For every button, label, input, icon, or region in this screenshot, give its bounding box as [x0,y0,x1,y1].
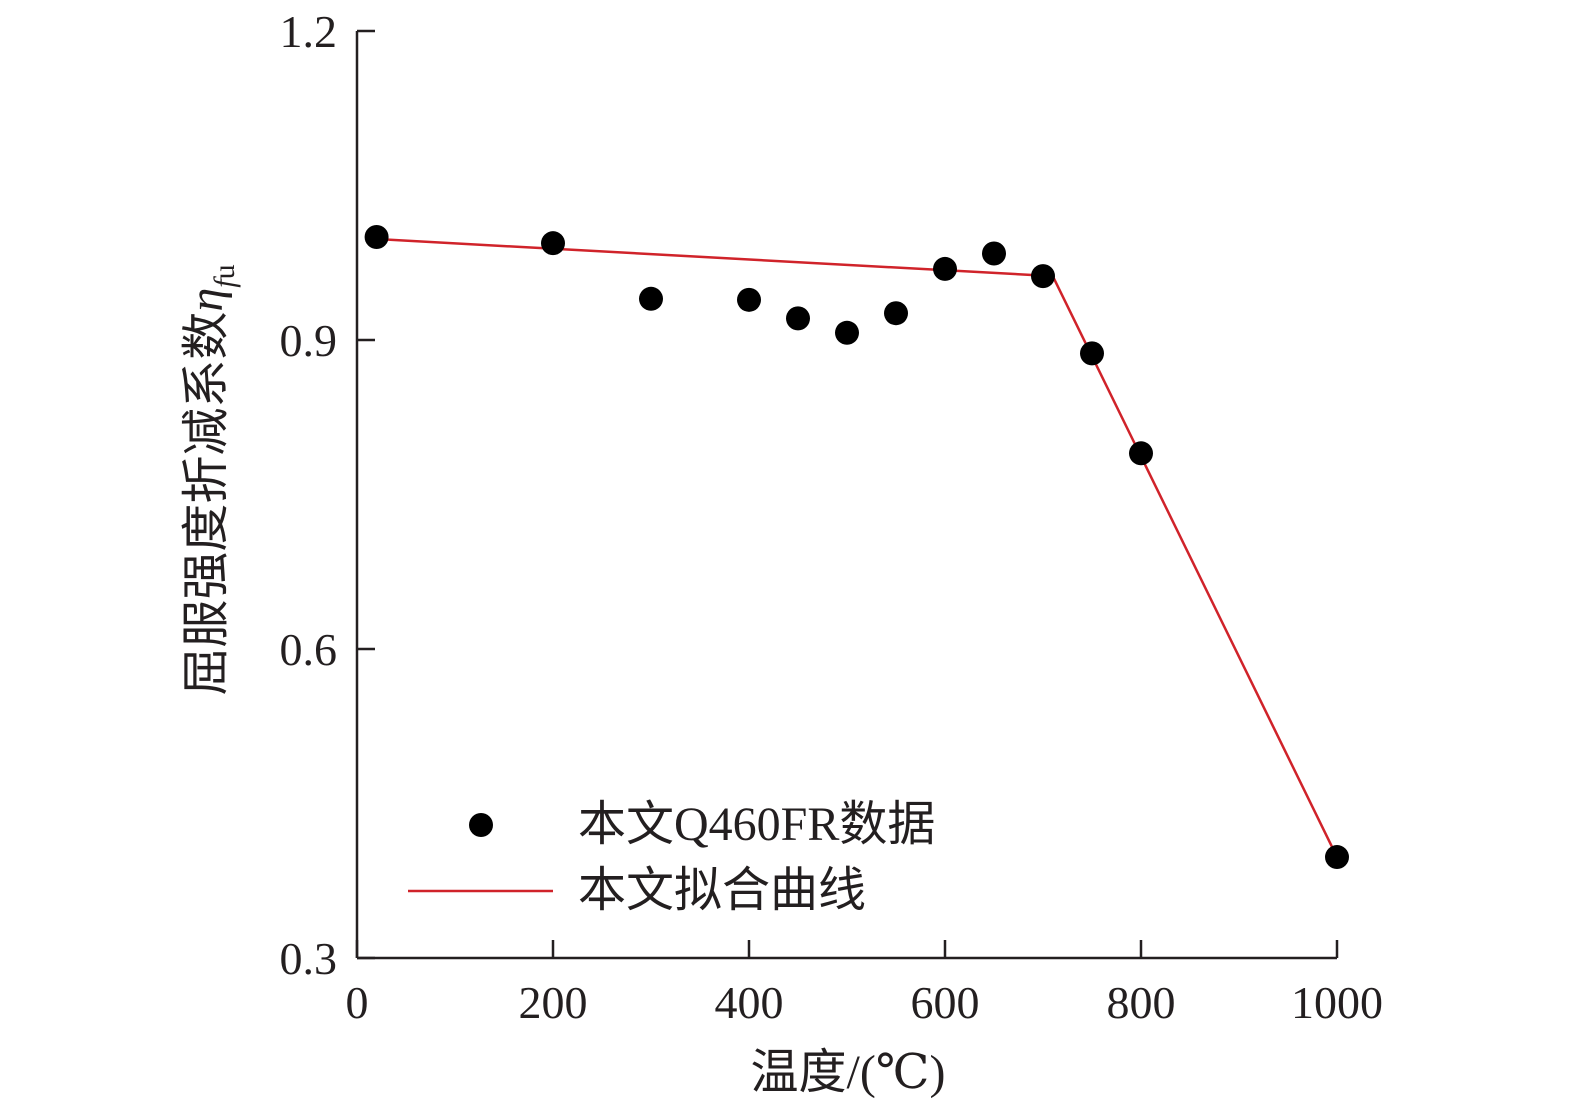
legend: 本文Q460FR数据 本文拟合曲线 [408,798,935,917]
y-axis-title-subscript2: u [208,264,241,279]
axes: 0 200 400 600 800 1000 0.3 0.6 0.9 1.2 [280,6,1384,1028]
data-point [1325,845,1349,870]
data-point [835,320,859,345]
data-point [364,225,389,249]
y-axis-title: 屈服强度折减系数ηfu [180,264,241,695]
y-tick-label: 0.3 [280,933,338,984]
data-point [1080,341,1104,366]
y-tick-label: 0.9 [280,315,338,366]
x-tick-label: 400 [715,977,784,1028]
x-tick-label: 200 [519,977,588,1028]
data-point [1031,264,1055,289]
data-point [639,286,663,311]
data-points-layer [364,225,1349,870]
x-axis-title: 温度/(℃) [750,1046,945,1099]
data-point [786,306,810,331]
legend-label-scatter: 本文Q460FR数据 [578,798,935,851]
data-point [933,256,957,281]
legend-marker-scatter [469,813,493,837]
data-point [737,287,761,312]
data-point [884,301,908,326]
data-point [1129,441,1153,466]
x-tick-label: 600 [911,977,980,1028]
legend-label-line: 本文拟合曲线 [578,864,866,917]
data-point [982,241,1006,266]
x-tick-label: 1000 [1291,977,1383,1028]
y-axis-title-symbol: η [180,288,233,312]
axis-labels-layer: 温度/(℃) 屈服强度折减系数ηfu [180,264,946,1099]
y-tick-label: 1.2 [280,6,338,57]
y-axis-title-text: 屈服强度折减系数 [180,312,233,696]
x-tick-label: 800 [1107,977,1176,1028]
data-point [541,231,565,256]
y-tick-label: 0.6 [280,624,338,675]
x-tick-label: 0 [346,977,369,1028]
